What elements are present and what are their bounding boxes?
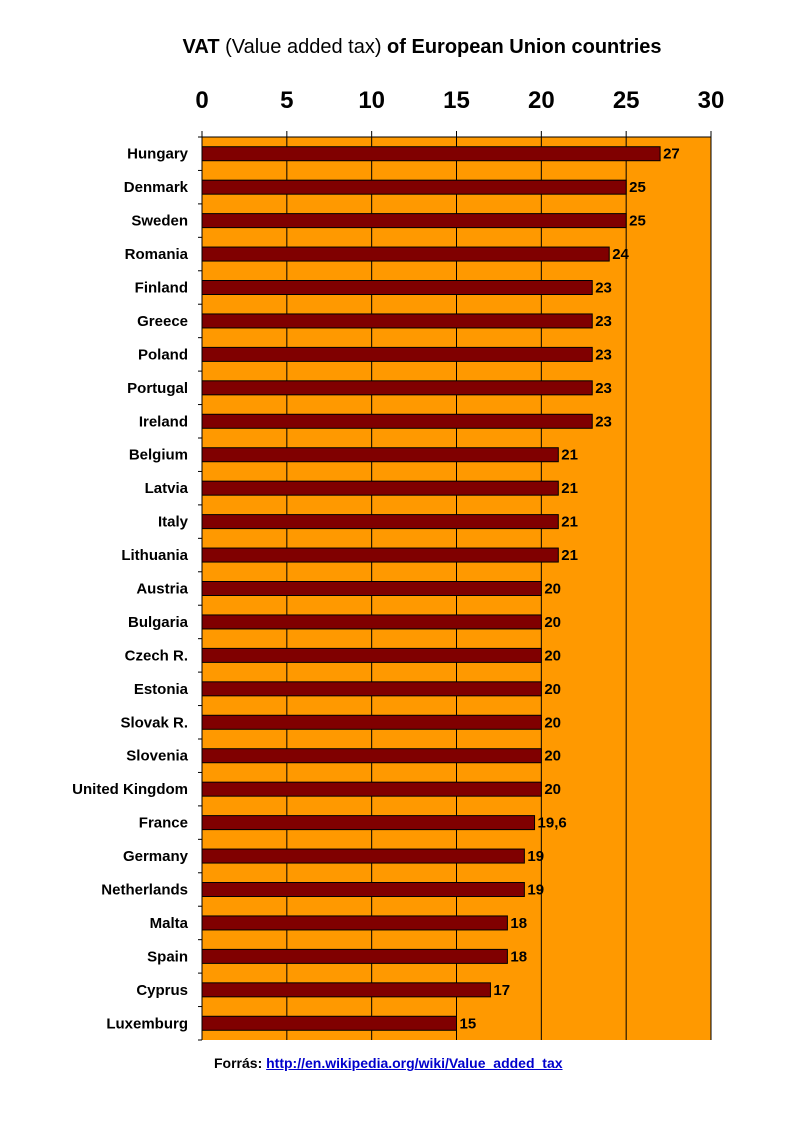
source-link[interactable]: http://en.wikipedia.org/wiki/Value_added… <box>266 1055 563 1071</box>
bar <box>201 547 559 563</box>
value-label: 20 <box>544 581 561 598</box>
value-label: 20 <box>544 647 561 664</box>
x-tick-label: 15 <box>443 87 470 114</box>
x-tick-label: 20 <box>528 87 555 114</box>
bar <box>201 346 593 362</box>
category-label: Bulgaria <box>128 614 189 631</box>
category-label: France <box>139 815 188 832</box>
category-label: Estonia <box>134 681 189 698</box>
value-label: 19,6 <box>538 815 567 832</box>
bar <box>201 413 593 429</box>
bar <box>201 982 491 998</box>
category-label: Lithuania <box>121 547 188 564</box>
category-label: Denmark <box>124 179 189 196</box>
value-label: 17 <box>493 982 510 999</box>
category-label: Cyprus <box>136 982 188 999</box>
bar <box>201 514 559 530</box>
value-label: 20 <box>544 748 561 765</box>
x-tick-label: 25 <box>613 87 640 114</box>
category-label: Austria <box>136 581 188 598</box>
bar <box>201 848 525 864</box>
bar <box>201 280 593 295</box>
category-label: Slovenia <box>126 748 188 765</box>
source-note: Forrás: http://en.wikipedia.org/wiki/Val… <box>214 1055 563 1071</box>
value-label: 19 <box>527 848 544 865</box>
value-label: 25 <box>629 179 646 196</box>
bar <box>201 647 542 663</box>
category-label: Romania <box>125 246 189 263</box>
category-label: Latvia <box>145 480 189 497</box>
bar <box>201 213 627 229</box>
category-label: Czech R. <box>125 647 188 664</box>
category-label: Germany <box>123 848 189 865</box>
bar <box>201 1015 457 1031</box>
bar <box>201 915 508 931</box>
bar <box>201 948 508 964</box>
bar <box>201 246 610 262</box>
bar <box>201 614 542 630</box>
category-label: Finland <box>135 280 188 297</box>
x-tick-label: 5 <box>280 87 293 114</box>
value-label: 21 <box>561 447 578 464</box>
category-label: Portugal <box>127 380 188 397</box>
value-label: 23 <box>595 380 612 397</box>
value-label: 20 <box>544 781 561 798</box>
bar <box>201 581 542 596</box>
category-label: Italy <box>158 514 189 531</box>
value-label: 23 <box>595 346 612 363</box>
bar <box>201 815 536 831</box>
bar <box>201 781 542 797</box>
value-label: 18 <box>510 915 527 932</box>
bar <box>201 748 542 764</box>
chart-title-part1: VAT <box>182 36 220 58</box>
value-label: 27 <box>663 146 680 163</box>
value-label: 18 <box>510 948 527 965</box>
source-label: Forrás: <box>214 1055 263 1071</box>
category-label: Netherlands <box>101 882 188 899</box>
value-label: 23 <box>595 313 612 330</box>
chart-title-part2: (Value added tax) <box>219 36 388 58</box>
value-label: 19 <box>527 882 544 899</box>
value-label: 20 <box>544 614 561 631</box>
category-label: Hungary <box>127 146 189 163</box>
bar <box>201 480 559 496</box>
x-tick-label: 10 <box>358 87 385 114</box>
bar <box>201 681 542 697</box>
bar <box>201 380 593 396</box>
category-label: Poland <box>138 346 188 363</box>
value-label: 20 <box>544 714 561 731</box>
value-label: 23 <box>595 413 612 430</box>
value-label: 24 <box>612 246 629 263</box>
category-label: Sweden <box>131 213 188 230</box>
category-label: Greece <box>137 313 188 330</box>
bar <box>201 313 593 329</box>
chart-title: VAT (Value added tax) of European Union … <box>0 36 800 59</box>
bar <box>201 882 525 897</box>
bar <box>201 146 661 162</box>
category-label: Slovak R. <box>120 714 188 731</box>
value-label: 21 <box>561 480 578 497</box>
category-label: Spain <box>147 948 188 965</box>
value-label: 21 <box>561 514 578 531</box>
category-label: United Kingdom <box>72 781 188 798</box>
value-label: 25 <box>629 213 646 230</box>
chart-title-part3: of European Union countries <box>387 36 662 58</box>
bar <box>201 714 542 730</box>
category-label: Malta <box>150 915 189 932</box>
bar <box>201 179 627 195</box>
category-label: Ireland <box>139 413 188 430</box>
bar <box>201 447 559 463</box>
value-label: 23 <box>595 280 612 297</box>
x-tick-label: 0 <box>195 87 208 114</box>
category-label: Belgium <box>129 447 188 464</box>
category-label: Luxemburg <box>106 1015 188 1032</box>
value-label: 15 <box>460 1015 477 1032</box>
value-label: 20 <box>544 681 561 698</box>
value-label: 21 <box>561 547 578 564</box>
x-tick-label: 30 <box>698 87 725 114</box>
